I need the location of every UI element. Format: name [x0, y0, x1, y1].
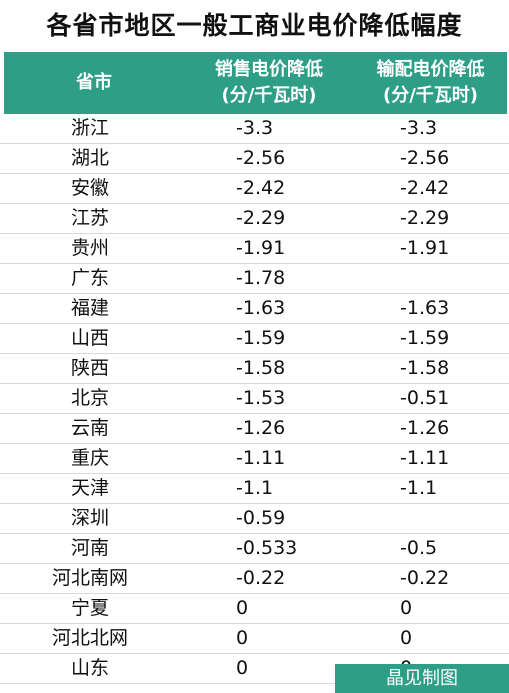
sale-price-cell: -1.26 [236, 414, 285, 443]
distribution-price-cell: -2.56 [400, 144, 449, 173]
distribution-price-cell: -1.59 [400, 324, 449, 353]
province-cell: 江苏 [0, 204, 180, 233]
province-cell: 广东 [0, 264, 180, 293]
province-cell: 云南 [0, 414, 180, 443]
header-sale-line2: (分/千瓦时) [221, 83, 316, 109]
province-cell: 安徽 [0, 174, 180, 203]
sale-price-cell: -1.59 [236, 324, 285, 353]
sale-price-cell: -0.22 [236, 564, 285, 593]
header-province-label: 省市 [76, 70, 112, 96]
sale-price-cell: -1.63 [236, 294, 285, 323]
sale-price-cell: -3.3 [236, 114, 273, 143]
province-cell: 福建 [0, 294, 180, 323]
sale-price-cell: -1.11 [236, 444, 285, 473]
distribution-price-cell: 0 [400, 624, 412, 653]
province-cell: 浙江 [0, 114, 180, 143]
distribution-price-cell: -1.11 [400, 444, 449, 473]
header-sale-price: 销售电价降低 (分/千瓦时) [184, 52, 354, 114]
table-body: 浙江 -3.3 -3.3 湖北 -2.56 -2.56 安徽 -2.42 -2.42 江苏 -2.2… [0, 114, 509, 684]
table-row: 安徽 -2.42 -2.42 [0, 174, 509, 204]
province-cell: 河北北网 [0, 624, 180, 653]
distribution-price-cell: -0.22 [400, 564, 449, 593]
distribution-price-cell: -1.1 [400, 474, 437, 503]
table-row: 陕西 -1.58 -1.58 [0, 354, 509, 384]
table-row: 浙江 -3.3 -3.3 [0, 114, 509, 144]
province-cell: 贵州 [0, 234, 180, 263]
table-row: 广东 -1.78 [0, 264, 509, 294]
header-sale-line1: 销售电价降低 [215, 57, 323, 83]
sale-price-cell: -1.53 [236, 384, 285, 413]
table-row: 河北北网 0 0 [0, 624, 509, 654]
sale-price-cell: -1.78 [236, 264, 285, 293]
sale-price-cell: -2.29 [236, 204, 285, 233]
header-dist-line2: (分/千瓦时) [383, 83, 478, 109]
distribution-price-cell: -1.91 [400, 234, 449, 263]
table-row: 天津 -1.1 -1.1 [0, 474, 509, 504]
distribution-price-cell: 0 [400, 594, 412, 623]
table-header: 省市 销售电价降低 (分/千瓦时) 输配电价降低 (分/千瓦时) [4, 52, 507, 114]
sale-price-cell: -2.42 [236, 174, 285, 203]
page-title: 各省市地区一般工商业电价降低幅度 [0, 0, 509, 52]
credit-label: 晶见制图 [335, 664, 509, 693]
province-cell: 重庆 [0, 444, 180, 473]
table-row: 贵州 -1.91 -1.91 [0, 234, 509, 264]
distribution-price-cell: -0.51 [400, 384, 449, 413]
sale-price-cell: -1.1 [236, 474, 273, 503]
province-cell: 天津 [0, 474, 180, 503]
distribution-price-cell: -0.5 [400, 534, 437, 563]
sale-price-cell: -1.91 [236, 234, 285, 263]
province-cell: 河北南网 [0, 564, 180, 593]
province-cell: 北京 [0, 384, 180, 413]
province-cell: 宁夏 [0, 594, 180, 623]
header-province: 省市 [4, 52, 184, 114]
table-row: 宁夏 0 0 [0, 594, 509, 624]
sale-price-cell: -0.533 [236, 534, 297, 563]
sale-price-cell: 0 [236, 594, 248, 623]
table-row: 河南 -0.533 -0.5 [0, 534, 509, 564]
province-cell: 山东 [0, 654, 180, 683]
header-distribution-price: 输配电价降低 (分/千瓦时) [354, 52, 507, 114]
table-row: 重庆 -1.11 -1.11 [0, 444, 509, 474]
sale-price-cell: -1.58 [236, 354, 285, 383]
distribution-price-cell: -3.3 [400, 114, 437, 143]
sale-price-cell: -0.59 [236, 504, 285, 533]
distribution-price-cell: -2.29 [400, 204, 449, 233]
table-row: 云南 -1.26 -1.26 [0, 414, 509, 444]
table-row: 北京 -1.53 -0.51 [0, 384, 509, 414]
province-cell: 深圳 [0, 504, 180, 533]
distribution-price-cell: -1.26 [400, 414, 449, 443]
province-cell: 湖北 [0, 144, 180, 173]
province-cell: 山西 [0, 324, 180, 353]
province-cell: 河南 [0, 534, 180, 563]
distribution-price-cell: -1.63 [400, 294, 449, 323]
sale-price-cell: 0 [236, 624, 248, 653]
header-dist-line1: 输配电价降低 [377, 57, 485, 83]
table-row: 福建 -1.63 -1.63 [0, 294, 509, 324]
table-row: 湖北 -2.56 -2.56 [0, 144, 509, 174]
province-cell: 陕西 [0, 354, 180, 383]
distribution-price-cell: -1.58 [400, 354, 449, 383]
table-row: 江苏 -2.29 -2.29 [0, 204, 509, 234]
table-row: 山西 -1.59 -1.59 [0, 324, 509, 354]
sale-price-cell: 0 [236, 654, 248, 683]
table-row: 深圳 -0.59 [0, 504, 509, 534]
sale-price-cell: -2.56 [236, 144, 285, 173]
distribution-price-cell: -2.42 [400, 174, 449, 203]
table-row: 河北南网 -0.22 -0.22 [0, 564, 509, 594]
